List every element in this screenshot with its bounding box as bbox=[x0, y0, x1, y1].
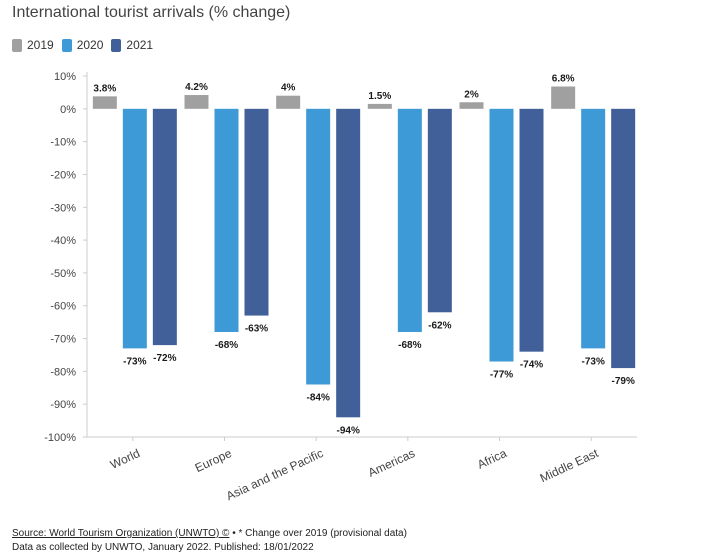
data-label: 2% bbox=[464, 89, 479, 100]
y-tick-label: 0% bbox=[60, 104, 76, 116]
y-tick-label: -80% bbox=[50, 366, 76, 378]
legend-swatch-2021 bbox=[111, 38, 122, 52]
bar-2021-world bbox=[152, 108, 177, 346]
bar-2019-africa bbox=[459, 102, 484, 109]
data-label: -79% bbox=[611, 376, 634, 387]
y-tick-label: -20% bbox=[50, 169, 76, 181]
y-tick-label: 10% bbox=[54, 71, 76, 83]
x-tick-label: Europe bbox=[193, 446, 234, 475]
bar-2019-middle-east bbox=[551, 86, 576, 109]
y-tick-label: -50% bbox=[50, 268, 76, 280]
data-label: -84% bbox=[306, 392, 329, 403]
bar-2020-europe bbox=[214, 108, 239, 332]
chart-title: International tourist arrivals (% change… bbox=[12, 4, 291, 21]
data-label: -68% bbox=[215, 340, 238, 351]
data-label: -74% bbox=[520, 360, 543, 371]
legend: 2019 2020 2021 bbox=[12, 38, 161, 52]
bar-2021-asia-and-the-pacific bbox=[336, 108, 361, 418]
x-tick-label: Americas bbox=[366, 446, 417, 480]
legend-label-2021: 2021 bbox=[126, 38, 154, 52]
legend-item-2020[interactable]: 2020 bbox=[61, 38, 104, 52]
y-tick-label: -70% bbox=[50, 334, 76, 346]
source-link[interactable]: Source: World Tourism Organization (UNWT… bbox=[12, 528, 230, 539]
legend-label-2019: 2019 bbox=[27, 38, 54, 52]
bar-2019-asia-and-the-pacific bbox=[276, 95, 301, 109]
data-label: -73% bbox=[581, 356, 604, 367]
footer: Source: World Tourism Organization (UNWT… bbox=[12, 527, 407, 555]
y-tick-label: -10% bbox=[50, 137, 76, 149]
y-tick-label: -100% bbox=[44, 432, 76, 444]
y-tick-label: -60% bbox=[50, 301, 76, 313]
bar-2021-africa bbox=[519, 108, 544, 352]
bar-2020-americas bbox=[397, 108, 422, 332]
data-label: -72% bbox=[153, 353, 176, 364]
legend-swatch-2020 bbox=[61, 38, 72, 52]
bar-2020-africa bbox=[489, 108, 514, 362]
data-label: -68% bbox=[398, 340, 421, 351]
data-label: -62% bbox=[428, 320, 451, 331]
y-tick-label: -40% bbox=[50, 235, 76, 247]
bar-2021-europe bbox=[244, 108, 269, 316]
x-tick-label: World bbox=[108, 446, 142, 472]
legend-swatch-2019 bbox=[12, 38, 22, 52]
data-label: 4.2% bbox=[185, 82, 208, 93]
legend-item-2021[interactable]: 2021 bbox=[111, 38, 153, 52]
data-label: -94% bbox=[336, 425, 359, 436]
bar-2019-americas bbox=[367, 103, 392, 109]
data-label: -77% bbox=[490, 370, 513, 381]
y-tick-label: -30% bbox=[50, 202, 76, 214]
bar-chart: 10% 0% -10% -20% -30% -40% -50% -60% -70% -80% -90… bbox=[44, 71, 637, 503]
footer-line-2: Data as collected by UNWTO, January 2022… bbox=[12, 542, 314, 553]
data-label: 4% bbox=[281, 83, 296, 94]
data-label: -73% bbox=[123, 356, 146, 367]
legend-label-2020: 2020 bbox=[76, 38, 104, 52]
footer-line-1: Source: World Tourism Organization (UNWT… bbox=[12, 527, 407, 541]
y-tick-label: -90% bbox=[50, 399, 76, 411]
x-tick-label: Asia and the Pacific bbox=[224, 446, 325, 503]
data-label: 1.5% bbox=[368, 91, 391, 102]
footer-note: * Change over 2019 (provisional data) bbox=[238, 528, 407, 539]
bar-2021-middle-east bbox=[611, 108, 636, 369]
legend-item-2019[interactable]: 2019 bbox=[12, 38, 54, 52]
x-tick-label: Africa bbox=[475, 446, 509, 472]
data-label: 6.8% bbox=[552, 74, 575, 85]
bar-2021-americas bbox=[427, 108, 452, 313]
bar-2020-middle-east bbox=[581, 108, 606, 349]
bar-2020-asia-and-the-pacific bbox=[306, 108, 331, 385]
data-label: 3.8% bbox=[93, 83, 116, 94]
data-label: -63% bbox=[245, 324, 268, 335]
bar-2019-europe bbox=[184, 95, 209, 109]
bar-2020-world bbox=[122, 108, 147, 349]
x-tick-label: Middle East bbox=[538, 446, 601, 485]
bar-2019-world bbox=[92, 96, 117, 109]
footer-separator: • bbox=[229, 528, 239, 539]
